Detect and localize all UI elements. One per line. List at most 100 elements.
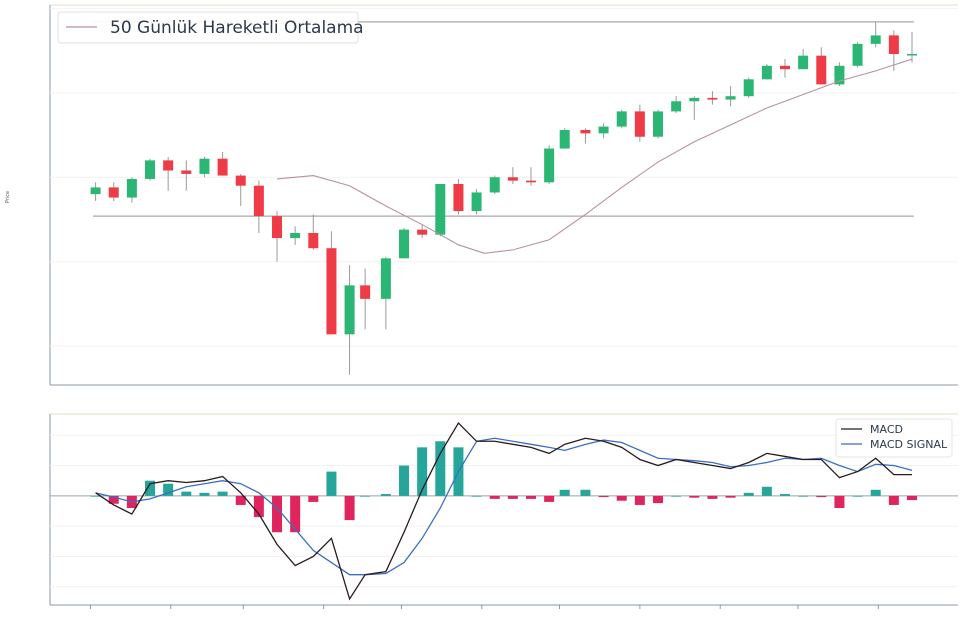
macd-legend: MACD MACD SIGNAL [835,418,953,458]
histogram-bar [108,495,119,504]
candle-up [616,111,627,127]
candle-down [453,184,464,212]
price-panel: Price 50 Günlük Hareketli Ortalama [5,4,958,386]
macd-line [95,422,912,601]
candle-down [326,248,337,335]
candle-down [163,160,174,171]
candle-up [489,177,500,193]
histogram-bar [507,495,518,499]
price-legend-box [57,11,359,44]
histogram-bar [489,495,500,499]
candle-up [598,126,609,134]
histogram-bar [616,495,627,501]
candle-up [852,43,863,66]
histogram-bar [725,495,736,498]
candle-down [181,170,192,174]
histogram-bar [272,495,283,533]
candle-down [417,229,428,235]
macd-legend-box [835,418,953,458]
histogram-bar [235,495,246,505]
price-y-label: Price [5,191,11,203]
candle-up [435,184,446,235]
price-legend: 50 Günlük Hareketli Ortalama [57,11,364,44]
ma-legend-label: 50 Günlük Hareketli Ortalama [110,18,364,38]
candle-up [671,101,682,112]
histogram-bar [544,495,555,502]
candle-down [308,233,319,249]
candle-up [653,111,664,137]
histogram-bar [834,495,845,508]
histogram-bar [526,495,537,499]
histogram-bar [888,495,899,505]
candle-up [145,160,156,179]
candle-up [471,192,482,212]
candle-down [108,187,119,198]
histogram-bar [435,441,446,496]
candle-down [507,177,518,181]
candle-up [870,35,881,44]
candle-up [907,53,917,56]
histogram-bar [870,489,881,496]
histogram-bar [399,465,410,496]
candle-up [743,79,754,97]
histogram-bar [598,495,609,498]
histogram-bar [217,491,228,496]
candle-up [399,229,410,259]
macd-panel: MACD MACD SIGNAL [49,413,958,606]
candle-down [526,180,537,183]
candle-down [580,129,591,134]
candle-up [798,55,809,70]
ma50-line [276,58,913,254]
histogram-bar [145,480,156,496]
histogram-bar [181,491,192,496]
candle-down [634,111,645,137]
histogram-bar [417,447,428,496]
candle-down [217,158,228,176]
candle-up [90,187,101,195]
histogram-bar [326,471,337,496]
histogram-bar [689,495,700,498]
candle-down [360,285,371,299]
histogram-bar [253,495,264,518]
candle-down [272,216,283,239]
histogram-bar [671,495,682,497]
candle-down [816,55,827,85]
candle-up [834,65,845,85]
histogram-bar [707,495,718,499]
candle-down [235,175,246,186]
histogram-bar [634,495,645,505]
candle-up [725,96,736,100]
histogram-bar [471,495,482,497]
candle-up [199,158,210,174]
candle-up [544,148,555,183]
candle-up [126,178,137,198]
histogram-bar [308,495,319,502]
candle-down [707,97,718,100]
candle-up [290,233,301,239]
histogram-bar [199,492,210,496]
candle-up [380,258,391,299]
candle-down [780,65,791,70]
candle-down [253,185,264,217]
histogram-bar [761,486,772,496]
histogram-bar [907,495,917,501]
histogram-bar [816,495,827,498]
candle-up [559,129,570,149]
candle-down [888,35,899,54]
histogram-bar [163,483,174,496]
histogram-bar [380,494,391,496]
histogram-bar [780,494,791,496]
histogram-bar [290,495,301,533]
candle-up [344,285,355,335]
histogram-bar [852,495,863,497]
histogram-bar [360,495,371,497]
histogram-bar [580,489,591,496]
histogram-bar [344,495,355,521]
signal-legend-label: MACD SIGNAL [870,438,948,451]
histogram-bar [743,492,754,496]
histogram-bar [798,495,809,497]
histogram-bar [653,495,664,504]
histogram-bar [559,489,570,496]
candle-up [761,65,772,80]
